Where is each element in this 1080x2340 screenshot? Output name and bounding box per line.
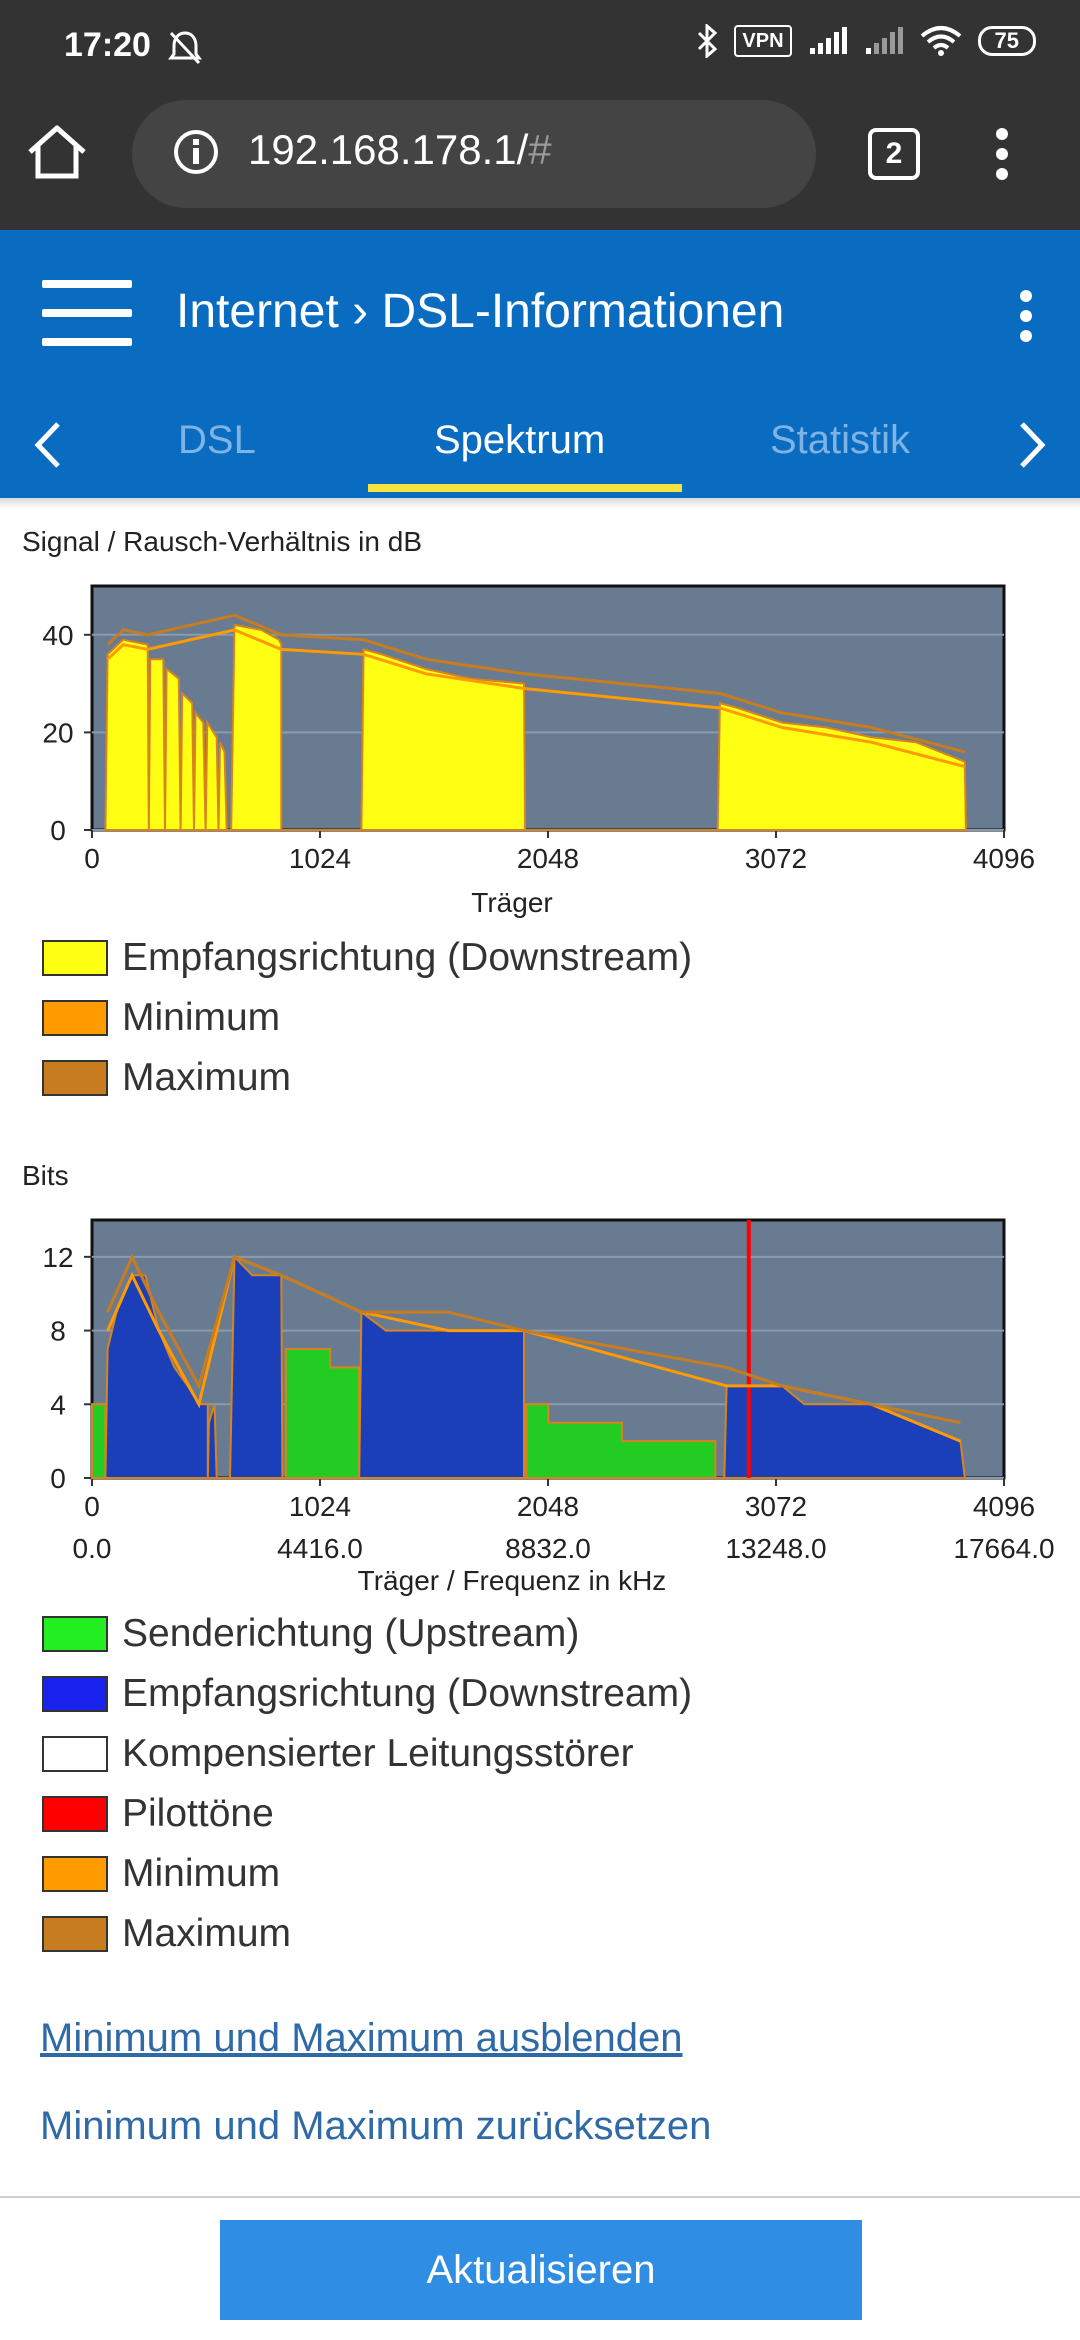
- frequency-tick-label: 0.0: [73, 1533, 112, 1564]
- legend-label: Senderichtung (Upstream): [122, 1612, 580, 1655]
- x-tick-label: 2048: [517, 843, 579, 874]
- home-icon[interactable]: [26, 124, 88, 180]
- status-icons: VPN 75: [696, 24, 1036, 58]
- vpn-icon: VPN: [734, 25, 792, 57]
- chevron-left-icon[interactable]: [32, 420, 64, 470]
- legend-swatch-minimum: [42, 1000, 108, 1036]
- x-tick-label: 1024: [289, 843, 351, 874]
- signal-icon: [809, 27, 847, 54]
- tab-spektrum[interactable]: Spektrum: [434, 418, 606, 462]
- y-tick-label: 40: [42, 620, 73, 651]
- x-tick-label: 4096: [973, 1491, 1035, 1522]
- breadcrumb: Internet › DSL-Informationen: [176, 284, 784, 339]
- legend-swatch-pilot: [42, 1796, 108, 1832]
- legend-item: Empfangsrichtung (Downstream): [42, 928, 692, 988]
- series-minimum: [106, 628, 966, 769]
- chevron-right-icon[interactable]: [1016, 420, 1048, 470]
- legend-item: Minimum: [42, 988, 692, 1048]
- signal-icon: [865, 27, 903, 54]
- status-time: 17:20: [64, 26, 151, 64]
- tab-dsl[interactable]: DSL: [178, 418, 256, 462]
- dnd-off-icon: [168, 31, 202, 65]
- legend-label: Kompensierter Leitungsstörer: [122, 1732, 634, 1775]
- legend-item: Pilottöne: [42, 1784, 692, 1844]
- battery-icon: 75: [977, 26, 1036, 56]
- update-button[interactable]: Aktualisieren: [220, 2220, 862, 2320]
- legend-item: Senderichtung (Upstream): [42, 1604, 692, 1664]
- footer-divider: [0, 2196, 1080, 2198]
- frequency-tick-label: 17664.0: [953, 1533, 1054, 1564]
- bits-legend: Senderichtung (Upstream) Empfangsrichtun…: [42, 1604, 692, 1964]
- snr-legend: Empfangsrichtung (Downstream) Minimum Ma…: [42, 928, 692, 1108]
- series-maximum: [106, 1253, 961, 1425]
- url-text[interactable]: 192.168.178.1/#: [248, 126, 552, 173]
- bits-chart-title: Bits: [22, 1160, 69, 1191]
- x-tick-label: 2048: [517, 1491, 579, 1522]
- x-tick-label: 0: [84, 1491, 100, 1522]
- more-vert-icon[interactable]: [1010, 286, 1042, 346]
- more-vert-icon[interactable]: [990, 126, 1014, 182]
- legend-item: Kompensierter Leitungsstörer: [42, 1724, 692, 1784]
- y-tick-label: 0: [50, 1463, 66, 1494]
- x-axis-label: Träger: [471, 887, 552, 918]
- menu-icon[interactable]: [42, 280, 132, 346]
- page-title: DSL-Informationen: [381, 285, 785, 338]
- y-tick-label: 12: [42, 1242, 73, 1273]
- legend-item: Empfangsrichtung (Downstream): [42, 1664, 692, 1724]
- legend-item: Minimum: [42, 1844, 692, 1904]
- active-tab-indicator: [368, 484, 682, 492]
- x-tick-label: 3072: [745, 843, 807, 874]
- series-maximum: [106, 613, 966, 754]
- x-tick-label: 0: [84, 843, 100, 874]
- legend-swatch-maximum: [42, 1916, 108, 1952]
- bluetooth-icon: [698, 24, 718, 58]
- legend-label: Pilottöne: [122, 1792, 274, 1835]
- frequency-tick-label: 8832.0: [505, 1533, 591, 1564]
- y-tick-label: 20: [42, 717, 73, 748]
- reset-minmax-link[interactable]: Minimum und Maximum zurücksetzen: [40, 2104, 712, 2148]
- info-icon[interactable]: [172, 128, 220, 176]
- legend-swatch-downstream: [42, 1676, 108, 1712]
- x-tick-label: 1024: [289, 1491, 351, 1522]
- frequency-tick-label: 4416.0: [277, 1533, 363, 1564]
- y-tick-label: 0: [50, 815, 66, 846]
- frequency-tick-label: 13248.0: [725, 1533, 826, 1564]
- x-tick-label: 4096: [973, 843, 1035, 874]
- y-tick-label: 4: [50, 1389, 66, 1420]
- chevron-right-icon: ›: [352, 285, 369, 338]
- header-shadow: [0, 498, 1080, 508]
- legend-item: Maximum: [42, 1048, 692, 1108]
- y-tick-label: 8: [50, 1316, 66, 1347]
- app-header: [0, 230, 1080, 498]
- legend-swatch-maximum: [42, 1060, 108, 1096]
- legend-label: Empfangsrichtung (Downstream): [122, 936, 693, 979]
- legend-label: Minimum: [122, 1852, 281, 1895]
- legend-label: Empfangsrichtung (Downstream): [122, 1672, 693, 1715]
- bits-chart: 0 4 8 12 0 0.0 1024 4416.0 2048 8832.0 3072 13248.0…: [42, 1218, 1055, 1596]
- address-bar[interactable]: [132, 100, 816, 208]
- breadcrumb-parent[interactable]: Internet: [176, 285, 339, 338]
- x-axis-label: Träger / Frequenz in kHz: [358, 1565, 667, 1596]
- legend-swatch-compensated: [42, 1736, 108, 1772]
- legend-swatch-downstream: [42, 940, 108, 976]
- legend-label: Maximum: [122, 1912, 292, 1955]
- x-tick-label: 3072: [745, 1491, 807, 1522]
- legend-item: Maximum: [42, 1904, 692, 1964]
- legend-label: Minimum: [122, 996, 281, 1039]
- snr-chart: 0 20 40 0 1024 2048 3072 4096 Träger: [42, 584, 1035, 918]
- series-empfangsrichtung-downstream: [104, 623, 967, 831]
- snr-chart-title: Signal / Rausch-Verhältnis in dB: [22, 526, 422, 557]
- legend-label: Maximum: [122, 1056, 292, 1099]
- wifi-icon: [920, 26, 961, 56]
- legend-swatch-upstream: [42, 1616, 108, 1652]
- legend-swatch-minimum: [42, 1856, 108, 1892]
- tab-statistik[interactable]: Statistik: [770, 418, 911, 462]
- hide-minmax-link[interactable]: Minimum und Maximum ausblenden: [40, 2016, 683, 2060]
- tabs-icon[interactable]: 2: [868, 128, 920, 180]
